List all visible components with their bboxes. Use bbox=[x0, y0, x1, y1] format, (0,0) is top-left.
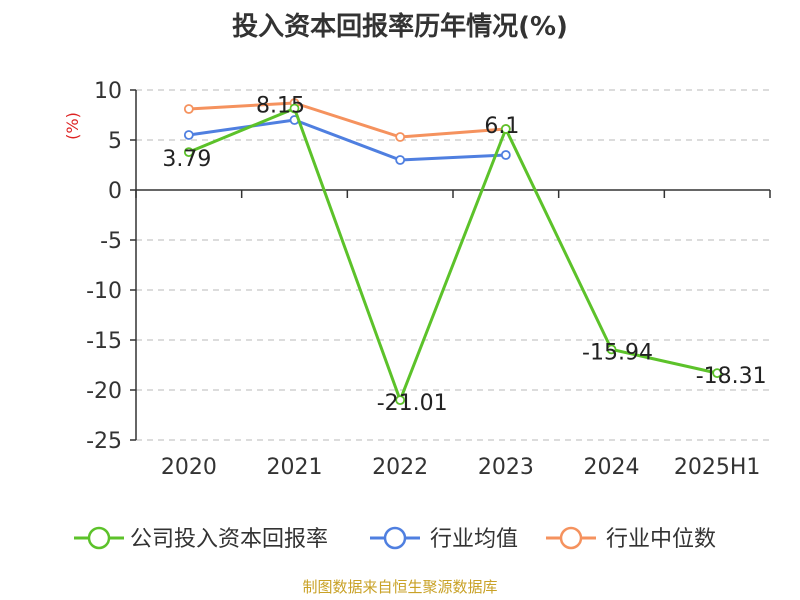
legend-label: 行业均值 bbox=[430, 527, 518, 552]
data-label: -21.01 bbox=[377, 391, 448, 416]
x-tick-label: 2021 bbox=[267, 455, 323, 480]
data-label: 3.79 bbox=[162, 147, 211, 172]
source-footer: 制图数据来自恒生聚源数据库 bbox=[302, 578, 498, 596]
data-label: -18.31 bbox=[696, 364, 767, 389]
series-line bbox=[188, 107, 718, 402]
x-tick-label: 2025H1 bbox=[674, 455, 761, 480]
y-tick-label: -10 bbox=[86, 279, 122, 304]
data-point bbox=[183, 147, 194, 158]
legend: 公司投入资本回报率 行业均值 行业中位数 bbox=[74, 526, 716, 552]
y-tick-label: -15 bbox=[86, 329, 122, 354]
legend-marker bbox=[383, 526, 407, 550]
data-point bbox=[289, 103, 300, 114]
data-point bbox=[712, 368, 723, 379]
data-point bbox=[395, 132, 406, 142]
series-line bbox=[188, 101, 506, 139]
data-point bbox=[606, 344, 617, 355]
data-point bbox=[183, 130, 194, 140]
data-label: -15.94 bbox=[582, 340, 653, 365]
grid-lines bbox=[136, 89, 770, 441]
y-tick-label: 5 bbox=[108, 129, 122, 154]
data-label: 8.15 bbox=[256, 94, 305, 119]
y-tick-label: 10 bbox=[94, 79, 122, 104]
data-label: 6.1 bbox=[484, 114, 519, 139]
data-point bbox=[500, 150, 511, 160]
series-line bbox=[188, 118, 506, 162]
x-tick-label: 2024 bbox=[584, 455, 640, 480]
chart-title: 投入资本回报率历年情况(%) bbox=[232, 12, 568, 42]
legend-label: 行业中位数 bbox=[606, 527, 716, 552]
data-point bbox=[395, 395, 406, 406]
data-labels: 3.79 8.15 -21.01 6.1 -15.94 -18.31 bbox=[162, 94, 766, 417]
y-tick-label: -25 bbox=[86, 429, 122, 454]
x-tick-label: 2022 bbox=[372, 455, 428, 480]
y-tick-label: -20 bbox=[86, 379, 122, 404]
y-tick-label: -5 bbox=[100, 229, 122, 254]
y-axis-unit: (%) bbox=[63, 112, 82, 140]
legend-marker bbox=[559, 526, 583, 550]
legend-marker bbox=[87, 526, 111, 550]
data-point bbox=[500, 124, 511, 134]
x-tick-label: 2023 bbox=[478, 455, 534, 480]
x-tick-label: 2020 bbox=[161, 455, 217, 480]
data-point bbox=[395, 155, 406, 165]
series-lines bbox=[183, 98, 723, 406]
legend-label: 公司投入资本回报率 bbox=[130, 527, 328, 552]
data-point bbox=[183, 104, 194, 114]
axes: 10 5 0 -5 -10 -15 -20 -25 2020 2021 2022 2023 2024 20… bbox=[63, 79, 771, 480]
y-tick-label: 0 bbox=[108, 179, 122, 204]
